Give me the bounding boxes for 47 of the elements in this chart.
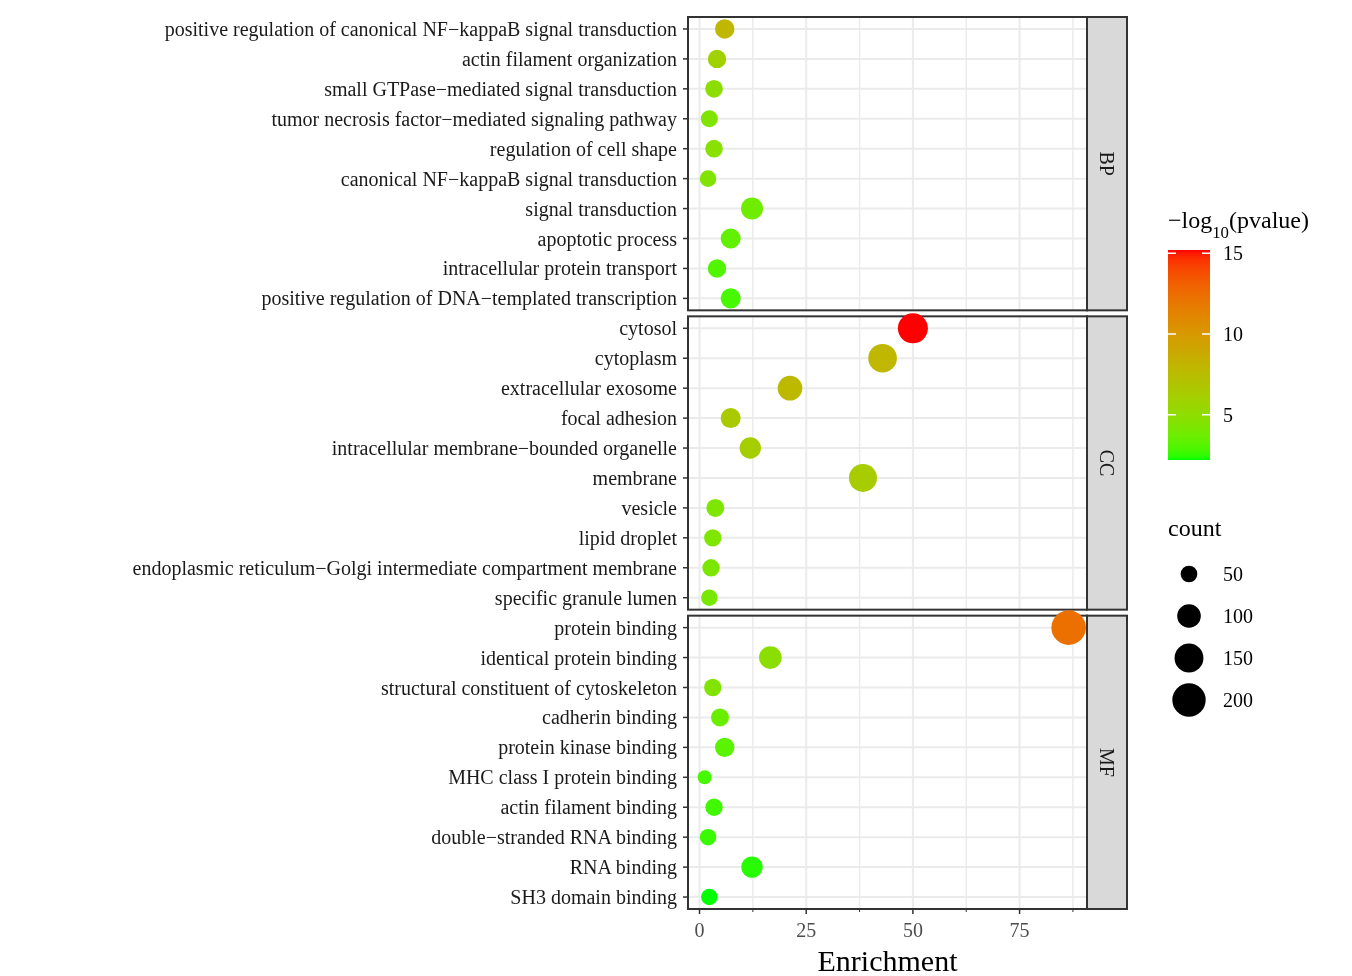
x-axis-title: Enrichment <box>817 944 959 976</box>
text: BP <box>1096 151 1118 176</box>
x-tick-label: 0 <box>694 919 705 941</box>
legend-label: 100 <box>1223 605 1253 627</box>
y-tick-label: cytoplasm <box>594 347 678 371</box>
legend-title: count <box>1168 515 1222 541</box>
y-tick-label: endoplasmic reticulum−Golgi intermediate compartment membrane <box>132 556 678 580</box>
y-tick-label: structural constituent of cytoskeleton <box>380 676 677 700</box>
text: CC <box>1096 449 1118 477</box>
y-tick-label: SH3 domain binding <box>510 886 677 910</box>
y-tick-label: focal adhesion <box>560 407 677 430</box>
color-bar-label: 15 <box>1223 242 1243 265</box>
y-tick-label: positive regulation of DNA−templated transcription <box>261 287 677 311</box>
y-tick-label: apoptotic process <box>537 227 678 251</box>
text: MF <box>1096 747 1118 777</box>
color-bar-label: 5 <box>1223 403 1233 426</box>
y-tick-label: actin filament binding <box>500 796 677 820</box>
x-tick-label: 75 <box>1009 919 1030 941</box>
y-tick-label: positive regulation of canonical NF−kappaB signal transduction <box>164 17 677 41</box>
y-tick-label: extracellular exosome <box>500 377 678 400</box>
y-tick-label: actin filament organization <box>461 47 677 71</box>
legend-label: 150 <box>1223 647 1253 669</box>
x-tick-label: 50 <box>902 919 923 941</box>
y-tick-label: signal transduction <box>525 197 677 221</box>
y-tick-label: small GTPase−mediated signal transduction <box>324 77 677 101</box>
y-tick-label: vesicle <box>621 496 678 519</box>
color-bar-label: 10 <box>1223 323 1243 345</box>
y-tick-label: specific granule lumen <box>494 586 677 610</box>
y-tick-label: MHC class I protein binding <box>448 766 677 790</box>
y-tick-label: cytosol <box>619 317 678 341</box>
y-tick-label: lipid droplet <box>578 526 678 550</box>
y-tick-label: protein kinase binding <box>498 736 677 760</box>
y-tick-label: cadherin binding <box>542 706 677 730</box>
legend-label: 50 <box>1223 563 1243 585</box>
color-bar-title: −log$_{10}$(pvalue) <box>1168 207 1309 242</box>
y-tick-label: intracellular protein transport <box>442 257 678 281</box>
y-tick-label: RNA binding <box>569 856 677 880</box>
y-tick-label: identical protein binding <box>480 646 677 670</box>
legend-label: 200 <box>1223 689 1253 711</box>
y-tick-label: tumor necrosis factor−mediated signaling pathway <box>271 107 677 131</box>
y-tick-label: intracellular membrane−bounded organelle <box>331 437 678 461</box>
y-tick-label: double−stranded RNA binding <box>431 826 677 850</box>
y-tick-label: protein binding <box>554 616 677 640</box>
y-tick-label: canonical NF−kappaB signal transduction <box>340 167 677 191</box>
y-tick-label: membrane <box>592 466 678 489</box>
y-tick-label: regulation of cell shape <box>489 137 678 161</box>
x-tick-label: 25 <box>796 919 817 941</box>
